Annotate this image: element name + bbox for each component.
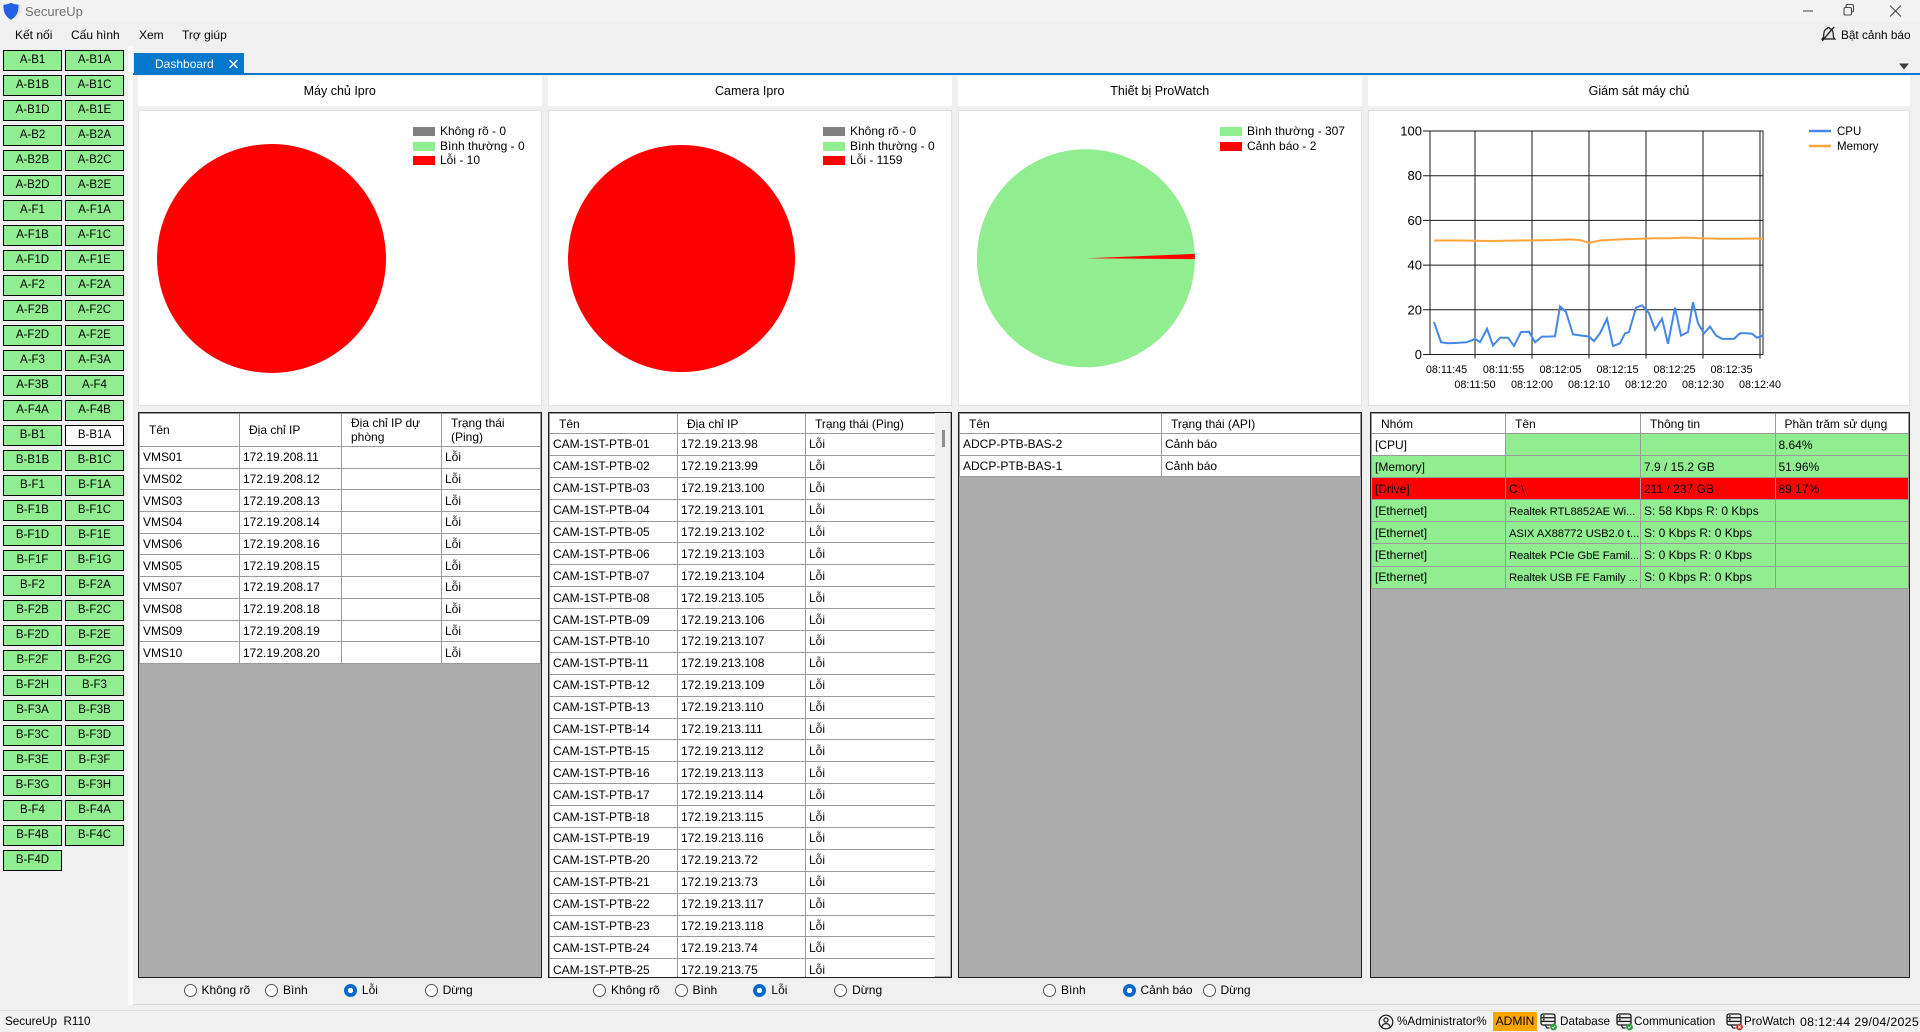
svg-text:08:12:15: 08:12:15 xyxy=(1596,364,1638,376)
svg-text:100: 100 xyxy=(1400,124,1422,139)
svg-text:08:12:30: 08:12:30 xyxy=(1682,379,1724,391)
svg-text:08:12:20: 08:12:20 xyxy=(1625,379,1667,391)
svg-text:CPU: CPU xyxy=(1837,126,1861,138)
svg-text:0: 0 xyxy=(1415,347,1422,362)
svg-text:08:11:55: 08:11:55 xyxy=(1483,364,1524,376)
svg-text:20: 20 xyxy=(1408,302,1422,317)
svg-text:08:12:40: 08:12:40 xyxy=(1739,379,1781,391)
svg-text:Memory: Memory xyxy=(1837,141,1879,153)
svg-text:08:11:45: 08:11:45 xyxy=(1426,364,1467,376)
svg-text:08:12:10: 08:12:10 xyxy=(1568,379,1610,391)
svg-text:08:12:35: 08:12:35 xyxy=(1710,364,1752,376)
svg-text:08:12:00: 08:12:00 xyxy=(1511,379,1553,391)
svg-text:08:11:50: 08:11:50 xyxy=(1454,379,1495,391)
svg-text:08:12:25: 08:12:25 xyxy=(1653,364,1695,376)
svg-text:80: 80 xyxy=(1408,168,1422,183)
svg-text:08:12:05: 08:12:05 xyxy=(1539,364,1581,376)
svg-text:40: 40 xyxy=(1408,258,1422,273)
svg-text:60: 60 xyxy=(1408,213,1422,228)
